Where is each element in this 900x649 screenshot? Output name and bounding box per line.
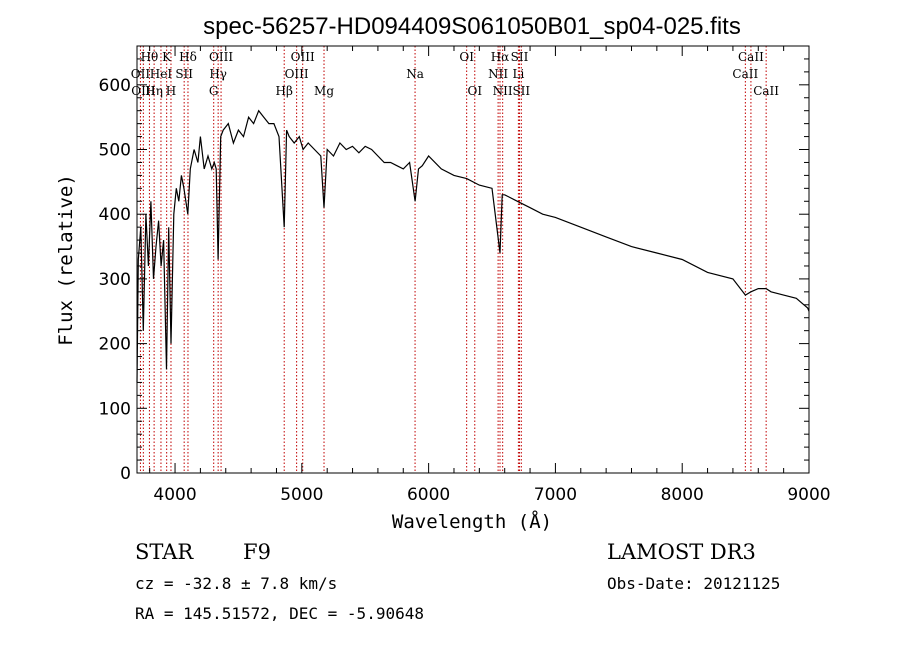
line-label-Hθ: Hθ (141, 50, 159, 64)
y-tick-label: 400 (99, 205, 131, 225)
x-axis-label: Wavelength (Å) (392, 510, 552, 533)
chart-title: spec-56257-HD094409S061050B01_sp04-025.f… (203, 13, 741, 40)
x-tick-label: 9000 (787, 485, 830, 505)
y-tick-label: 200 (99, 335, 131, 355)
line-label-NII: NII (493, 84, 513, 98)
line-label-Hβ: Hβ (276, 84, 293, 98)
line-label-Mg: Mg (314, 84, 334, 98)
line-label-Li: Li (512, 67, 524, 81)
line-label-Hδ: Hδ (179, 50, 197, 64)
x-tick-label: 5000 (280, 485, 323, 505)
x-tick-label: 8000 (661, 485, 704, 505)
y-tick-label: 300 (99, 270, 131, 290)
line-label-H: H (166, 84, 176, 98)
y-tick-label: 100 (99, 399, 131, 419)
class-label: STAR (135, 540, 194, 564)
survey-label: LAMOST DR3 (607, 540, 756, 564)
line-label-HeI: HeI (150, 67, 173, 81)
plot-frame (136, 45, 810, 474)
axis-ticks (137, 46, 810, 474)
line-label-K: K (162, 50, 172, 64)
y-tick-label: 0 (120, 464, 131, 484)
line-label-CaII: CaII (732, 67, 758, 81)
line-label-NII: NII (488, 67, 508, 81)
cz-readout: cz = -32.8 ± 7.8 km/s (135, 574, 338, 593)
coordinates: RA = 145.51572, DEC = -5.90648 (135, 604, 424, 623)
line-label-OIII: OIII (285, 67, 309, 81)
line-label-CaII: CaII (753, 84, 779, 98)
line-label-OIII: OIII (291, 50, 315, 64)
line-label-SII: SII (512, 84, 530, 98)
line-label-Hγ: Hγ (209, 67, 227, 81)
y-tick-label: 500 (99, 141, 131, 161)
axis-tick-labels: 4000 5000 6000 7000 8000 9000 0 100 200 300 400 500… (99, 76, 831, 505)
spectrum-series (136, 109, 810, 383)
line-label-OI: OI (467, 84, 482, 98)
line-label-OIII: OIII (209, 50, 233, 64)
y-axis-label: Flux (relative) (55, 174, 77, 346)
obs-date: Obs-Date: 20121125 (607, 574, 781, 593)
subclass-label: F9 (243, 540, 271, 564)
line-label-Hη: Hη (145, 84, 163, 98)
line-label-OII: OII (131, 67, 151, 81)
line-label-CaII: CaII (738, 50, 764, 64)
line-label-G: G (209, 84, 219, 98)
line-label-Hα: Hα (491, 50, 510, 64)
line-label-Na: Na (406, 67, 424, 81)
y-tick-label: 600 (99, 76, 131, 96)
x-tick-label: 6000 (407, 485, 450, 505)
line-label-SII: SII (511, 50, 529, 64)
line-label-OI: OI (459, 50, 474, 64)
x-tick-label: 4000 (153, 485, 196, 505)
line-label-SII: SII (175, 67, 193, 81)
x-tick-label: 7000 (534, 485, 577, 505)
line-markers (139, 46, 767, 473)
